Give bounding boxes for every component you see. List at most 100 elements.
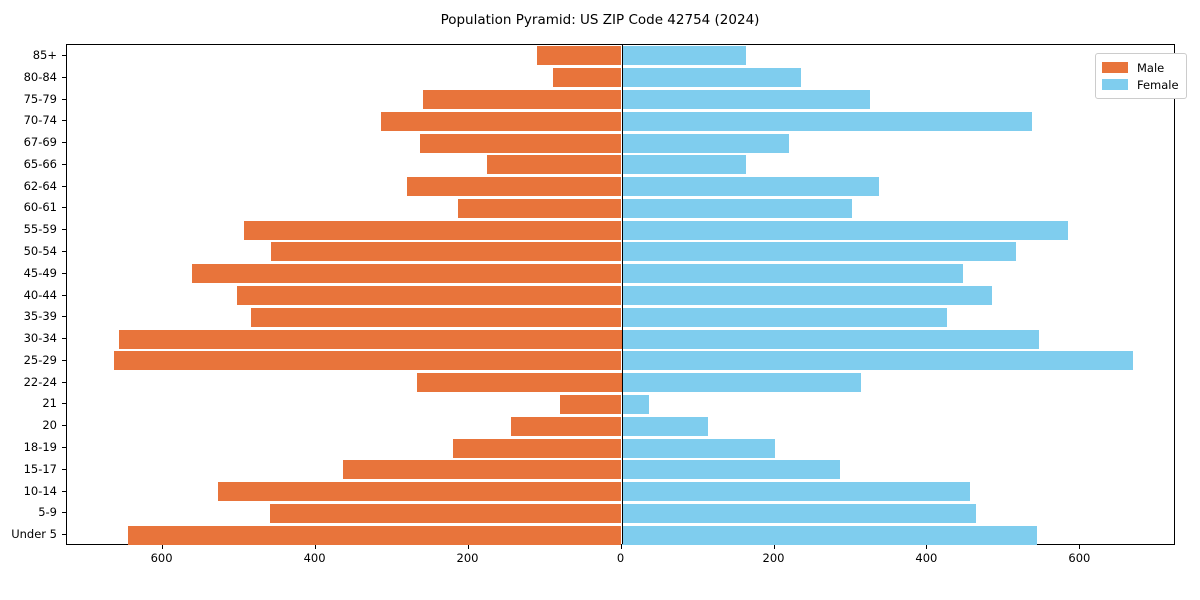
bar-male-25-29 xyxy=(113,351,622,371)
x-tick-label-4: 200 xyxy=(762,551,785,565)
bar-female-75-79 xyxy=(621,90,871,109)
y-tick-mark xyxy=(62,76,66,78)
x-tick-label-2: 200 xyxy=(456,551,479,565)
bar-female-35-39 xyxy=(621,307,948,327)
y-tick-label-40-44: 40-44 xyxy=(23,287,57,302)
legend-item-female: Female xyxy=(1102,76,1179,93)
y-tick-mark xyxy=(62,468,66,470)
bar-male-67-69 xyxy=(420,133,622,153)
table-row xyxy=(67,286,1174,305)
y-tick-mark xyxy=(62,294,66,296)
y-tick-mark xyxy=(62,185,66,187)
y-tick-mark xyxy=(62,381,66,383)
x-tick-mark xyxy=(314,545,316,549)
y-tick-label-55-59: 55-59 xyxy=(23,222,57,237)
bar-male-50-54 xyxy=(271,242,622,262)
y-tick-label-22-24: 22-24 xyxy=(23,374,57,389)
x-tick-label-0: 600 xyxy=(150,551,173,565)
table-row xyxy=(67,155,1174,175)
table-row xyxy=(67,329,1174,349)
y-tick-label-60-61: 60-61 xyxy=(23,200,57,215)
x-tick-mark xyxy=(1079,545,1081,549)
table-row xyxy=(67,68,1174,88)
table-row xyxy=(67,307,1174,327)
y-axis-labels: 85+ 80-84 75-79 70-74 67-69 65-66 62-64 60-61 55… xyxy=(0,44,66,545)
bar-male-85- xyxy=(536,46,622,66)
bar-female-50-54 xyxy=(621,242,1017,262)
zero-axis-line xyxy=(621,45,623,544)
x-tick-mark xyxy=(773,545,775,549)
y-tick-mark xyxy=(62,338,66,340)
legend-label-female: Female xyxy=(1137,77,1179,92)
y-tick-mark xyxy=(62,490,66,492)
bar-female-65-66 xyxy=(621,155,747,175)
y-tick-label-25-29: 25-29 xyxy=(23,352,57,367)
bar-rows xyxy=(67,45,1174,545)
y-tick-mark xyxy=(62,534,66,536)
y-tick-label-10-14: 10-14 xyxy=(23,483,57,498)
y-tick-mark xyxy=(62,98,66,100)
y-tick-mark xyxy=(62,425,66,427)
x-tick-mark xyxy=(620,545,622,549)
table-row xyxy=(67,242,1174,262)
bar-male-45-49 xyxy=(191,264,622,284)
bar-male-15-17 xyxy=(343,460,622,480)
y-tick-label-5-9: 5-9 xyxy=(38,505,57,520)
y-tick-mark xyxy=(62,447,66,448)
y-tick-label-70-74: 70-74 xyxy=(23,113,57,128)
table-row xyxy=(67,503,1174,523)
bar-male-40-44 xyxy=(236,286,622,305)
y-tick-label-18-19: 18-19 xyxy=(23,440,57,454)
legend: Male Female xyxy=(1095,53,1187,99)
table-row xyxy=(67,525,1174,545)
y-tick-mark xyxy=(62,163,66,165)
legend-swatch-female-icon xyxy=(1102,79,1128,90)
bar-male-10-14 xyxy=(217,482,622,501)
bar-female-67-69 xyxy=(621,133,789,153)
bar-male-60-61 xyxy=(457,198,622,218)
chart-title: Population Pyramid: US ZIP Code 42754 (2… xyxy=(440,12,760,28)
y-tick-label-80-84: 80-84 xyxy=(23,69,57,84)
y-tick-label-20: 20 xyxy=(42,418,57,433)
y-tick-label-15-17: 15-17 xyxy=(23,461,57,476)
y-tick-mark xyxy=(62,359,66,361)
table-row xyxy=(67,177,1174,197)
y-tick-mark xyxy=(62,54,66,56)
table-row xyxy=(67,111,1174,131)
y-tick-label-65-66: 65-66 xyxy=(23,156,57,171)
bar-female-45-49 xyxy=(621,264,963,284)
bar-male-80-84 xyxy=(553,68,622,88)
plot-area xyxy=(66,44,1175,545)
table-row xyxy=(67,416,1174,436)
y-tick-mark xyxy=(62,142,66,143)
x-tick-label-6: 600 xyxy=(1068,551,1091,565)
x-tick-mark xyxy=(926,545,928,549)
bar-female-55-59 xyxy=(621,220,1069,240)
y-tick-mark xyxy=(62,272,66,274)
y-tick-label-under-5: Under 5 xyxy=(11,527,57,542)
bar-male-55-59 xyxy=(243,220,622,240)
table-row xyxy=(67,198,1174,218)
bar-female-18-19 xyxy=(621,438,775,458)
table-row xyxy=(67,90,1174,109)
table-row xyxy=(67,220,1174,240)
y-tick-label-45-49: 45-49 xyxy=(23,265,57,280)
y-tick-mark xyxy=(62,316,66,318)
y-tick-label-30-34: 30-34 xyxy=(23,331,57,346)
legend-swatch-male-icon xyxy=(1102,62,1128,73)
y-tick-label-85-: 85+ xyxy=(32,47,57,62)
y-tick-mark xyxy=(62,250,66,252)
bar-female-22-24 xyxy=(621,373,861,393)
y-tick-mark xyxy=(62,207,66,209)
bar-male-under-5 xyxy=(128,525,622,545)
bar-female-60-61 xyxy=(621,198,852,218)
y-tick-label-35-39: 35-39 xyxy=(23,309,57,324)
bar-male-62-64 xyxy=(406,177,622,197)
x-tick-label-1: 400 xyxy=(303,551,326,565)
bar-male-21 xyxy=(560,394,622,414)
table-row xyxy=(67,46,1174,66)
bar-female-30-34 xyxy=(621,329,1040,349)
bar-male-70-74 xyxy=(380,111,622,131)
legend-item-male: Male xyxy=(1102,59,1179,76)
